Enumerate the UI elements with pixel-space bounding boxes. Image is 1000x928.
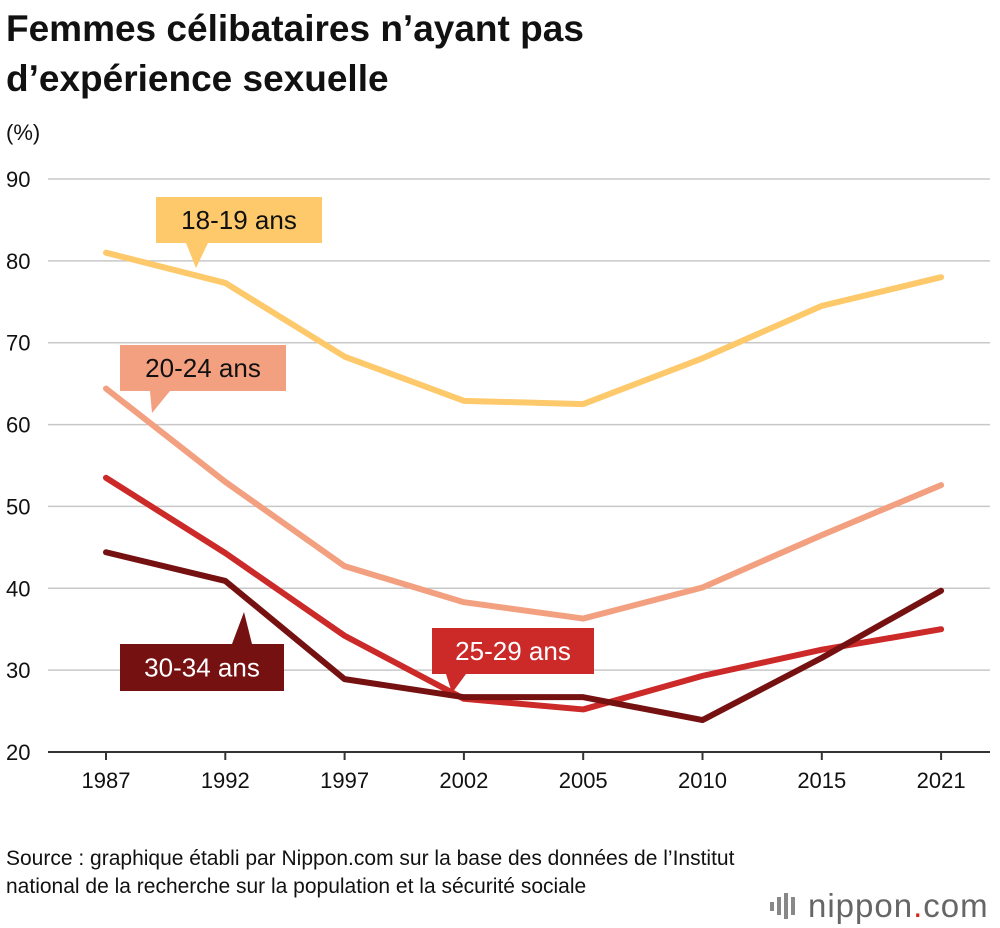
y-tick-label-60: 60 xyxy=(6,413,30,438)
x-tick-label-1987: 1987 xyxy=(82,768,131,793)
x-tick-label-2015: 2015 xyxy=(797,768,846,793)
y-axis-unit-label: (%) xyxy=(6,120,41,145)
x-axis-tick-labels: 1987 1992 1997 2002 2005 2010 2015 2021 xyxy=(82,768,966,793)
series-label-pointer-18-19-ans xyxy=(186,243,208,268)
x-tick-label-2002: 2002 xyxy=(439,768,488,793)
series-labels: 18-19 ans 20-24 ans 25-29 ans 30-34 ans xyxy=(120,197,594,693)
y-tick-label-90: 90 xyxy=(6,167,30,192)
x-tick-label-1997: 1997 xyxy=(320,768,369,793)
logo-dot: . xyxy=(913,887,924,924)
y-axis-tick-labels: 20 30 40 50 60 70 80 90 xyxy=(6,167,30,765)
series-label-30-34-ans: 30-34 ans xyxy=(144,653,260,683)
series-lines xyxy=(103,249,945,724)
chart-title: Femmes célibataires n’ayant pas d’expéri… xyxy=(6,8,584,99)
y-tick-label-70: 70 xyxy=(6,331,30,356)
x-tick-label-2021: 2021 xyxy=(917,768,966,793)
y-tick-label-40: 40 xyxy=(6,576,30,601)
logo-tld: com xyxy=(923,887,989,924)
logo-name: nippon xyxy=(808,887,914,924)
series-line-20-24-ans xyxy=(103,385,945,622)
series-line-18-19-ans xyxy=(103,249,945,408)
x-tick-label-2010: 2010 xyxy=(678,768,727,793)
y-tick-label-80: 80 xyxy=(6,249,30,274)
series-label-18-19-ans: 18-19 ans xyxy=(181,205,297,235)
series-label-box-20-24-ans xyxy=(120,345,286,391)
signal-bars-icon xyxy=(770,890,800,926)
series-label-box-18-19-ans xyxy=(156,197,322,243)
series-label-box-25-29-ans xyxy=(432,628,594,674)
x-tick-label-2005: 2005 xyxy=(559,768,608,793)
series-label-pointer-30-34-ans xyxy=(232,612,252,644)
series-label-pointer-20-24-ans xyxy=(150,391,170,413)
series-label-25-29-ans: 25-29 ans xyxy=(455,636,571,666)
series-label-pointer-25-29-ans xyxy=(446,674,466,693)
series-label-20-24-ans: 20-24 ans xyxy=(145,353,261,383)
nippon-logo: nippon.com xyxy=(770,888,989,926)
x-tick-label-1992: 1992 xyxy=(201,768,250,793)
y-tick-label-20: 20 xyxy=(6,740,30,765)
y-tick-label-30: 30 xyxy=(6,658,30,683)
series-line-25-29-ans xyxy=(103,474,945,713)
series-line-30-34-ans xyxy=(103,549,945,724)
source-note: Source : graphique établi par Nippon.com… xyxy=(6,847,735,898)
series-label-box-30-34-ans xyxy=(120,644,284,691)
line-chart: 20 30 40 50 60 70 80 90 1987 1992 1997 2002 2005 201… xyxy=(6,167,990,793)
y-tick-label-50: 50 xyxy=(6,494,30,519)
